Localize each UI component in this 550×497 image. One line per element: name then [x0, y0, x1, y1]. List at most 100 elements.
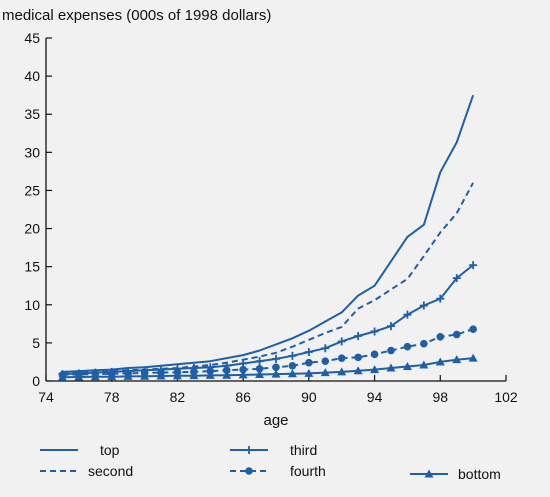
legend-label-bottom: bottom: [458, 466, 501, 482]
series-third: [58, 261, 478, 379]
series-fourth: [58, 325, 477, 379]
legend-item-bottom: bottom: [410, 466, 501, 482]
data-point-bottom: [271, 369, 281, 378]
data-point-fourth: [387, 346, 395, 355]
series-bottom: [57, 353, 478, 381]
y-tick-label: 20: [24, 221, 40, 237]
data-point-fourth: [222, 366, 231, 375]
data-point-bottom: [386, 363, 396, 372]
data-point-bottom: [205, 370, 215, 379]
data-point-third: [469, 261, 478, 270]
data-point-third: [436, 294, 445, 303]
legend-item-top: top: [40, 442, 120, 458]
data-point-third: [321, 344, 330, 353]
data-point-fourth: [272, 363, 280, 372]
data-point-bottom: [189, 371, 199, 380]
x-tick-label: 74: [38, 389, 54, 405]
y-tick-label: 5: [32, 335, 40, 351]
data-point-fourth: [436, 332, 445, 341]
x-tick-label: 90: [301, 389, 317, 405]
data-point-third: [272, 354, 280, 363]
x-tick-label: 102: [494, 389, 518, 405]
data-point-third: [288, 351, 297, 360]
x-axis-title: age: [263, 412, 288, 429]
legend-label-fourth: fourth: [290, 463, 326, 479]
data-point-bottom: [419, 360, 429, 369]
data-point-bottom: [74, 372, 84, 381]
data-point-bottom: [255, 370, 265, 379]
data-point-third: [370, 327, 379, 336]
data-point-bottom: [402, 362, 412, 371]
legend-label-third: third: [290, 442, 317, 458]
y-axis-title: medical expenses (000s of 1998 dollars): [2, 7, 271, 24]
data-point-fourth: [452, 330, 461, 339]
data-point-bottom: [287, 369, 297, 378]
y-tick-label: 45: [24, 30, 40, 46]
legend-marker-fourth: [245, 467, 253, 475]
data-point-fourth: [337, 354, 346, 362]
data-point-fourth: [321, 357, 330, 365]
y-tick-label: 10: [24, 297, 40, 313]
y-tick-label: 35: [24, 106, 40, 122]
data-point-fourth: [305, 358, 313, 367]
y-tick-label: 25: [24, 182, 40, 198]
data-point-fourth: [288, 361, 297, 370]
data-point-third: [419, 301, 428, 310]
legend-marker-third: [245, 446, 253, 454]
legend-marker-bottom: [424, 469, 434, 478]
series-line-third: [62, 264, 474, 376]
data-point-bottom: [123, 371, 133, 380]
data-point-fourth: [239, 365, 247, 374]
data-point-bottom: [337, 367, 347, 376]
data-point-third: [452, 274, 461, 283]
series-top: [62, 94, 475, 373]
y-tick-label: 15: [24, 259, 40, 275]
series-line-top: [62, 94, 475, 373]
y-tick-label: 0: [32, 373, 40, 389]
data-point-bottom: [452, 355, 462, 364]
legend: top second third fourth bottom: [40, 442, 501, 482]
legend-label-top: top: [100, 442, 120, 458]
data-point-bottom: [353, 366, 363, 375]
data-point-fourth: [370, 350, 379, 359]
legend-item-fourth: fourth: [230, 463, 326, 479]
x-tick-label: 98: [432, 389, 448, 405]
data-point-bottom: [468, 353, 478, 362]
data-point-fourth: [403, 342, 412, 351]
series-second: [62, 182, 474, 375]
legend-item-second: second: [40, 463, 133, 479]
x-tick-label: 86: [235, 389, 251, 405]
y-tick-label: 30: [24, 144, 40, 160]
series-line-second: [62, 182, 474, 375]
legend-item-third: third: [230, 442, 317, 458]
data-point-third: [337, 337, 346, 346]
series-layer: [57, 94, 478, 381]
x-tick-label: 78: [104, 389, 120, 405]
data-point-fourth: [469, 325, 477, 333]
data-point-fourth: [255, 365, 264, 373]
data-point-bottom: [304, 368, 314, 377]
data-point-third: [304, 348, 313, 357]
data-point-third: [255, 357, 264, 366]
x-tick-label: 94: [367, 389, 383, 405]
data-point-bottom: [222, 370, 232, 379]
series-line-bottom: [62, 357, 474, 379]
data-point-bottom: [156, 371, 166, 380]
data-point-third: [387, 322, 395, 331]
data-point-bottom: [140, 371, 150, 380]
data-point-bottom: [320, 368, 330, 377]
legend-label-second: second: [88, 463, 133, 479]
data-point-fourth: [354, 353, 362, 362]
data-point-third: [403, 310, 412, 319]
data-point-bottom: [107, 372, 117, 381]
axes: 0 5 10 15 20 25 30 35 40 45 74 78 82 86 90 94 98 102: [24, 30, 517, 405]
x-tick-label: 82: [170, 389, 186, 405]
data-point-bottom: [435, 357, 445, 366]
data-point-bottom: [90, 372, 100, 381]
data-point-bottom: [370, 365, 380, 374]
data-point-bottom: [238, 370, 248, 379]
data-point-third: [354, 332, 363, 341]
data-point-bottom: [57, 372, 67, 381]
data-point-fourth: [420, 339, 428, 348]
